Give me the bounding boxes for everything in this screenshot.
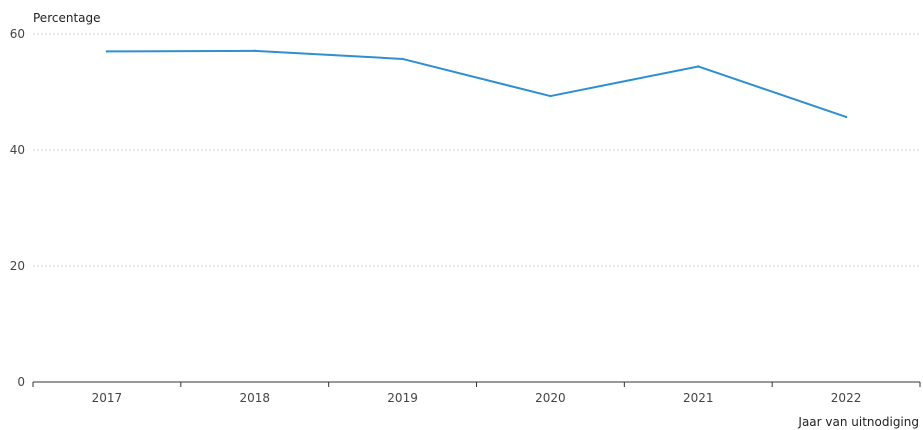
y-tick-label: 0: [17, 375, 25, 389]
data-point: [844, 115, 848, 119]
data-point: [401, 57, 404, 61]
series-line: [106, 49, 847, 118]
x-tick-label: 2022: [831, 391, 862, 405]
x-axis: [32, 381, 921, 387]
x-tick-label: 2017: [92, 391, 123, 405]
y-tick-label: 60: [10, 27, 25, 41]
gridlines: [33, 33, 920, 267]
x-axis-title: Jaar van uitnodiging: [797, 415, 919, 429]
x-tick-label: 2019: [387, 391, 418, 405]
data-point: [697, 65, 700, 68]
x-tick-label: 2018: [239, 391, 270, 405]
x-tick-label: 2021: [683, 391, 714, 405]
x-axis-ticks: 2017 2018 2019 2020 2021 2022: [92, 391, 862, 405]
data-point: [105, 50, 109, 53]
data-point: [549, 94, 552, 98]
y-tick-label: 20: [10, 259, 25, 273]
series-layer: [105, 49, 848, 119]
x-tick-label: 2020: [535, 391, 566, 405]
y-tick-label: 40: [10, 143, 25, 157]
data-point: [253, 49, 256, 53]
y-axis-ticks: 0 20 40 60: [10, 27, 25, 389]
y-axis-title: Percentage: [33, 11, 101, 25]
